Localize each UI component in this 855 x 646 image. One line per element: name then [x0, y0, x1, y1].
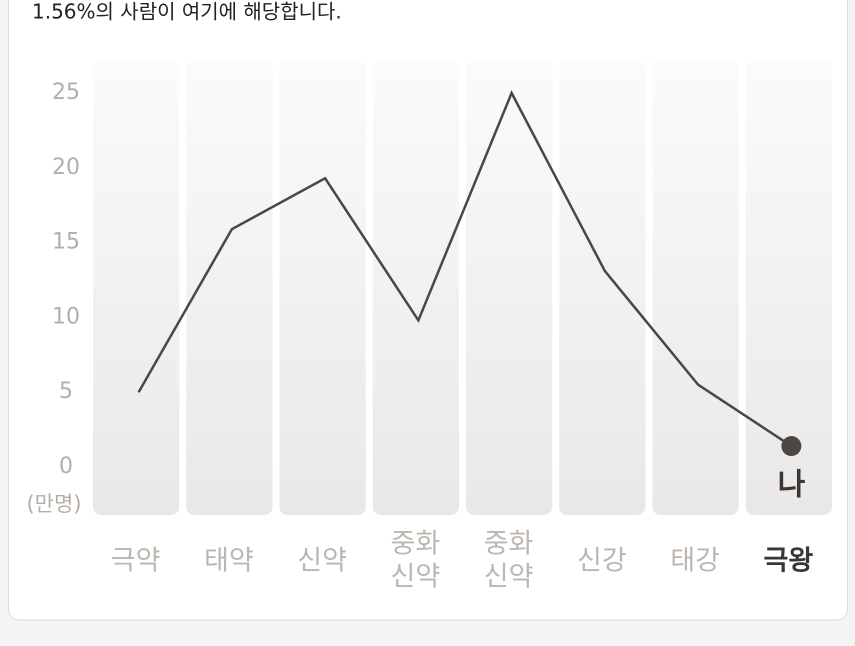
marker-label: 나 [778, 468, 806, 503]
y-tick-label: 5 [59, 379, 73, 404]
column-bg [745, 60, 832, 515]
y-unit: (만명) [26, 492, 81, 516]
column-bg [466, 60, 553, 515]
y-tick-label: 20 [52, 155, 80, 180]
column-bg [93, 60, 180, 515]
x-tick-label: 중화 [484, 529, 534, 560]
y-tick-label: 25 [52, 80, 80, 105]
x-tick-label: 신약 [297, 546, 347, 577]
column-bg [372, 60, 459, 515]
y-tick-label: 15 [52, 230, 80, 255]
x-tick-label: 태약 [204, 546, 254, 577]
line [137, 90, 793, 448]
column-bg [652, 60, 739, 515]
column-bg [186, 60, 273, 515]
column-bg [279, 60, 366, 515]
y-tick-label: 10 [52, 304, 80, 329]
y-tick-label: 0 [59, 454, 73, 479]
subtitle: 1.56%의 사람이 여기에 해당합니다. [32, 0, 342, 24]
x-tick-label: 신강 [577, 546, 627, 577]
column-bg [559, 60, 646, 515]
marker [781, 436, 802, 457]
x-tick-label: 신약 [484, 562, 534, 593]
x-tick-label: 신약 [391, 562, 441, 593]
x-tick-label: 태강 [670, 546, 720, 577]
x-tick-label: 극약 [111, 546, 161, 577]
x-tick-label: 극왕 [764, 546, 814, 577]
x-tick-label: 중화 [391, 529, 441, 560]
